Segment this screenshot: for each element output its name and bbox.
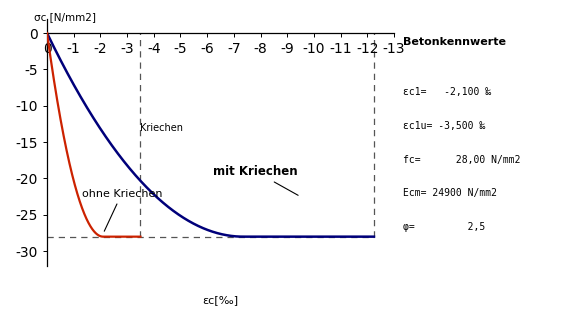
Text: Kriechen: Kriechen	[141, 123, 183, 133]
Text: σc [N/mm2]: σc [N/mm2]	[34, 12, 96, 22]
Text: Betonkennwerte: Betonkennwerte	[403, 37, 506, 47]
Text: Ecm= 24900 N/mm2: Ecm= 24900 N/mm2	[403, 188, 497, 198]
Text: ohne Kriechen: ohne Kriechen	[82, 189, 162, 231]
Text: fc=      28,00 N/mm2: fc= 28,00 N/mm2	[403, 154, 520, 164]
X-axis label: εc[‰]: εc[‰]	[202, 295, 239, 305]
Text: mit Kriechen: mit Kriechen	[213, 165, 298, 195]
Text: εc1=   -2,100 ‰: εc1= -2,100 ‰	[403, 87, 491, 96]
Text: φ=         2,5: φ= 2,5	[403, 222, 485, 232]
Text: εc1u= -3,500 ‰: εc1u= -3,500 ‰	[403, 121, 485, 130]
